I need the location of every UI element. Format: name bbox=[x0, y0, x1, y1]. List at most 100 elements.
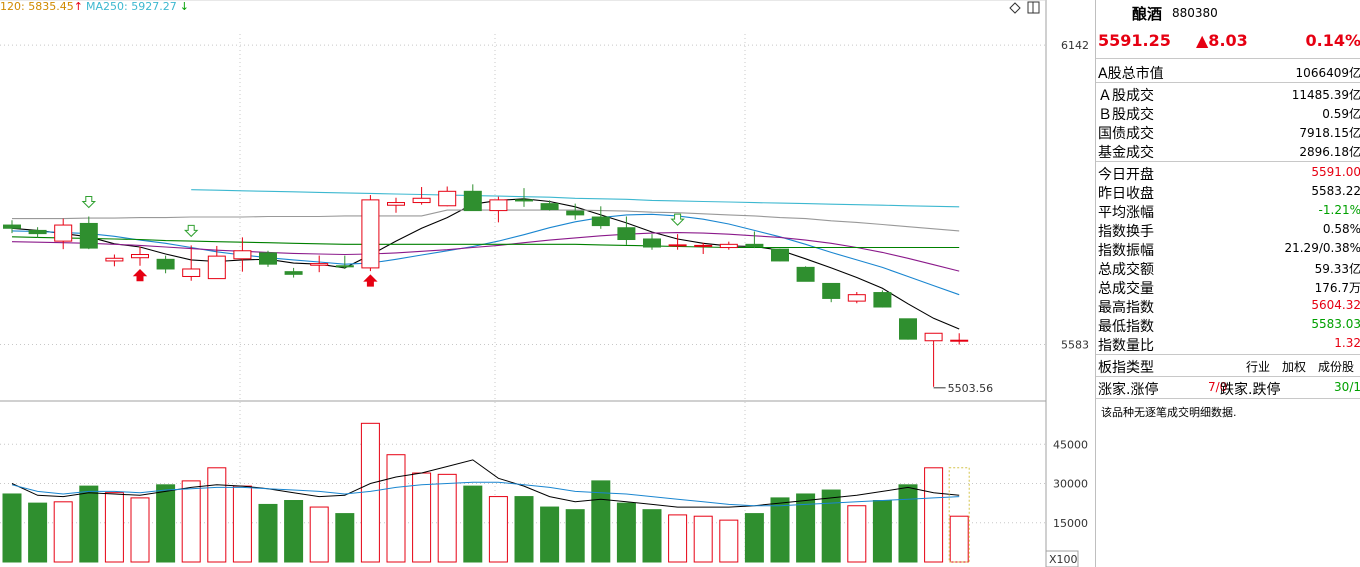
candle-body[interactable] bbox=[438, 190, 457, 207]
volume-bar[interactable] bbox=[719, 519, 739, 563]
candle-body[interactable] bbox=[540, 203, 559, 211]
candle-body[interactable] bbox=[668, 244, 687, 247]
index-type-tag-0[interactable]: 行业 bbox=[1246, 360, 1271, 374]
volume-bar[interactable] bbox=[130, 497, 150, 563]
candle-body[interactable] bbox=[822, 282, 841, 299]
volume-bar[interactable] bbox=[668, 514, 688, 563]
volume-bar[interactable] bbox=[821, 489, 841, 563]
volume-bar[interactable] bbox=[872, 500, 892, 563]
stat-row: 昨日收盘 5583.22 bbox=[1096, 182, 1360, 202]
candle-body[interactable] bbox=[387, 202, 405, 206]
candle-body[interactable] bbox=[259, 252, 277, 265]
candle-body[interactable] bbox=[617, 227, 636, 241]
ma120-value: 120: 5835.45 bbox=[0, 0, 74, 13]
volume-bar[interactable] bbox=[463, 485, 483, 563]
candle-body[interactable] bbox=[899, 318, 917, 340]
volume-bar[interactable] bbox=[258, 503, 278, 563]
candle-body[interactable] bbox=[694, 244, 713, 247]
candle-body[interactable] bbox=[924, 332, 943, 342]
volume-bar[interactable] bbox=[437, 473, 457, 563]
kline-chart-area[interactable]: 6142 5583 45000 30000 15000 X100 5503.56 120: … bbox=[0, 0, 1094, 567]
candle-body[interactable] bbox=[412, 197, 431, 204]
stat-label: Ｂ股成交 bbox=[1098, 107, 1154, 123]
volume-bar[interactable] bbox=[565, 509, 585, 563]
up-count-label: 涨家.涨停 bbox=[1098, 382, 1159, 398]
index-type-tag-1[interactable]: 加权 bbox=[1282, 360, 1307, 374]
candle-body[interactable] bbox=[745, 243, 764, 247]
volume-bar[interactable] bbox=[156, 484, 176, 563]
volume-bar[interactable] bbox=[412, 472, 432, 563]
candle-body[interactable] bbox=[361, 199, 380, 269]
candle-body[interactable] bbox=[566, 210, 585, 216]
candle-body[interactable] bbox=[310, 263, 329, 266]
volume-bar[interactable] bbox=[847, 505, 867, 563]
stat-row: 最低指数 5583.03 bbox=[1096, 315, 1360, 335]
candle-body[interactable] bbox=[950, 339, 969, 342]
candle-body[interactable] bbox=[284, 271, 303, 275]
volume-bar[interactable] bbox=[28, 502, 48, 563]
volume-bar[interactable] bbox=[514, 496, 534, 563]
volume-bar[interactable] bbox=[104, 492, 124, 563]
volume-bar[interactable] bbox=[232, 485, 252, 563]
candle-body[interactable] bbox=[54, 224, 73, 242]
stat-row: 总成交量 176.7万 bbox=[1096, 277, 1360, 297]
candle-body[interactable] bbox=[771, 248, 789, 262]
volume-bar[interactable] bbox=[309, 506, 329, 563]
candle-body[interactable] bbox=[79, 222, 98, 249]
volume-bar[interactable] bbox=[924, 467, 944, 563]
volume-bar[interactable] bbox=[386, 454, 406, 563]
volume-bar[interactable] bbox=[284, 500, 304, 563]
candle-body[interactable] bbox=[3, 224, 21, 229]
diamond-icon[interactable] bbox=[1009, 2, 1021, 14]
index-code: 880380 bbox=[1172, 6, 1218, 20]
volume-bar[interactable] bbox=[744, 513, 764, 563]
candle-body[interactable] bbox=[131, 254, 149, 259]
volume-bar[interactable] bbox=[335, 513, 355, 563]
candle-body[interactable] bbox=[796, 266, 815, 282]
index-type-tag-2[interactable]: 成份股 bbox=[1318, 360, 1355, 374]
volume-bar[interactable] bbox=[540, 506, 560, 563]
ma250-label: MA250: 5927.27 ↓ bbox=[86, 0, 189, 13]
stat-value: 7918.15亿 bbox=[1299, 126, 1360, 140]
buy-signal-down-arrow-icon bbox=[81, 195, 97, 209]
candle-body[interactable] bbox=[489, 199, 508, 212]
volume-bar[interactable] bbox=[642, 509, 662, 563]
volume-bar[interactable] bbox=[796, 493, 816, 563]
candle-body[interactable] bbox=[847, 294, 866, 302]
volume-bar[interactable] bbox=[181, 480, 201, 563]
volume-bar[interactable] bbox=[898, 484, 918, 563]
stat-label: 基金成交 bbox=[1098, 145, 1154, 161]
stat-value: 2896.18亿 bbox=[1299, 145, 1360, 159]
index-type-row: 板指类型 行业 加权 成份股 bbox=[1096, 356, 1360, 376]
candle-body[interactable] bbox=[233, 250, 252, 260]
volume-bar[interactable] bbox=[693, 515, 713, 563]
volume-bar[interactable] bbox=[53, 501, 73, 563]
candle-body[interactable] bbox=[515, 199, 533, 202]
candle-body[interactable] bbox=[719, 243, 738, 249]
candle-body[interactable] bbox=[156, 258, 175, 270]
volume-bar[interactable] bbox=[488, 496, 508, 563]
candle-body[interactable] bbox=[105, 257, 124, 262]
volume-bar[interactable] bbox=[207, 467, 227, 563]
volume-bar[interactable] bbox=[591, 480, 611, 563]
stat-row: 国债成交 7918.15亿 bbox=[1096, 122, 1360, 142]
kline-chart[interactable]: 6142 5583 45000 30000 15000 X100 5503.56 bbox=[0, 0, 1094, 567]
candle-body[interactable] bbox=[28, 229, 47, 235]
volume-unit-label: X100 bbox=[1049, 553, 1078, 566]
candle-body[interactable] bbox=[643, 238, 661, 248]
candle-body[interactable] bbox=[182, 268, 201, 277]
candle-body[interactable] bbox=[591, 216, 610, 227]
volume-bar[interactable] bbox=[616, 502, 636, 563]
volume-bar[interactable] bbox=[2, 493, 22, 563]
candle-body[interactable] bbox=[873, 292, 892, 308]
candle-body[interactable] bbox=[463, 190, 482, 212]
stat-label: 总成交量 bbox=[1098, 281, 1154, 297]
stat-value: -1.21% bbox=[1318, 203, 1360, 217]
stat-row: 总成交额 59.33亿 bbox=[1096, 258, 1360, 278]
volume-bar[interactable] bbox=[79, 485, 99, 563]
volume-bar[interactable] bbox=[770, 497, 790, 563]
candle-body[interactable] bbox=[207, 255, 226, 280]
candle-body[interactable] bbox=[335, 265, 354, 268]
volume-bar[interactable] bbox=[949, 515, 969, 563]
volume-bar[interactable] bbox=[360, 422, 380, 563]
